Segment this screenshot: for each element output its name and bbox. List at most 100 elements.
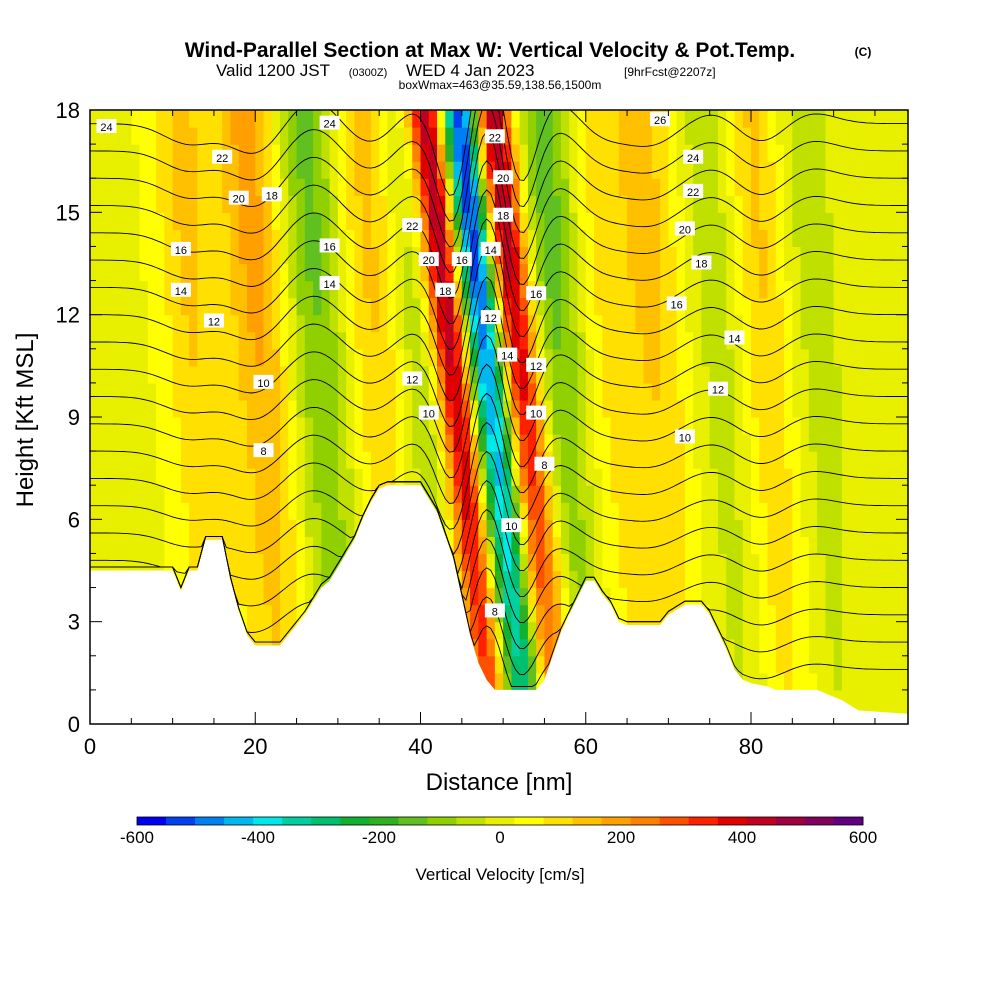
velocity-cell bbox=[552, 348, 562, 367]
velocity-cell bbox=[511, 365, 521, 384]
velocity-cell bbox=[403, 314, 413, 333]
valid-prefix: Valid 1200 JST bbox=[216, 61, 330, 80]
velocity-cell bbox=[841, 365, 851, 384]
velocity-cell bbox=[841, 434, 851, 452]
velocity-cell bbox=[759, 570, 769, 589]
velocity-cell bbox=[594, 417, 603, 435]
contour-label: 10 bbox=[423, 409, 435, 421]
velocity-cell bbox=[808, 672, 818, 691]
velocity-cell bbox=[709, 519, 719, 537]
velocity-cell bbox=[552, 434, 562, 452]
velocity-cell bbox=[800, 314, 810, 333]
velocity-cell bbox=[354, 110, 364, 128]
velocity-cell bbox=[271, 587, 281, 606]
velocity-cell bbox=[123, 382, 132, 401]
velocity-cell bbox=[866, 485, 876, 503]
velocity-cell bbox=[461, 451, 471, 469]
velocity-cell bbox=[511, 280, 521, 299]
velocity-cell bbox=[759, 536, 769, 555]
velocity-cell bbox=[263, 570, 273, 589]
contour-label-bg bbox=[683, 149, 704, 164]
velocity-cell bbox=[288, 263, 298, 282]
velocity-cell bbox=[106, 161, 116, 179]
velocity-cell bbox=[850, 570, 860, 589]
velocity-cell bbox=[668, 365, 678, 384]
velocity-cell bbox=[288, 536, 298, 555]
velocity-cell bbox=[478, 468, 488, 486]
velocity-cell bbox=[883, 399, 893, 418]
velocity-cell bbox=[412, 468, 422, 486]
velocity-cell bbox=[858, 468, 868, 486]
velocity-cell bbox=[742, 365, 752, 384]
velocity-cell bbox=[891, 365, 901, 384]
velocity-cell bbox=[470, 638, 479, 657]
velocity-cell bbox=[784, 127, 793, 145]
velocity-cell bbox=[676, 246, 686, 265]
velocity-cell bbox=[271, 468, 281, 486]
velocity-cell bbox=[519, 553, 529, 572]
velocity-cell bbox=[660, 382, 669, 401]
velocity-cell bbox=[412, 434, 422, 452]
velocity-cell bbox=[536, 144, 546, 162]
velocity-cell bbox=[618, 212, 628, 230]
velocity-cell bbox=[560, 314, 570, 333]
velocity-cell bbox=[255, 604, 265, 623]
velocity-cell bbox=[90, 161, 99, 179]
velocity-cell bbox=[891, 178, 901, 196]
velocity-cell bbox=[90, 399, 99, 418]
velocity-cell bbox=[858, 485, 868, 503]
velocity-cell bbox=[494, 536, 504, 555]
velocity-cell bbox=[833, 451, 843, 469]
velocity-cell bbox=[288, 144, 298, 162]
velocity-cell bbox=[329, 161, 339, 179]
velocity-cell bbox=[701, 297, 711, 316]
velocity-cell bbox=[899, 434, 908, 452]
velocity-cell bbox=[362, 297, 372, 316]
velocity-cell bbox=[792, 502, 802, 520]
colorbar-swatch bbox=[282, 817, 312, 825]
velocity-cell bbox=[346, 263, 356, 282]
velocity-cell bbox=[668, 587, 678, 606]
velocity-cell bbox=[643, 451, 653, 469]
velocity-cell bbox=[751, 297, 760, 316]
velocity-cell bbox=[511, 314, 521, 333]
velocity-cell bbox=[767, 110, 777, 128]
velocity-cell bbox=[98, 399, 108, 418]
velocity-cell bbox=[874, 655, 884, 674]
velocity-cell bbox=[453, 229, 463, 248]
velocity-cell bbox=[362, 365, 372, 384]
velocity-cell bbox=[519, 570, 529, 589]
velocity-cell bbox=[767, 519, 777, 537]
velocity-cell bbox=[106, 195, 116, 213]
velocity-cell bbox=[387, 468, 397, 486]
velocity-cell bbox=[668, 570, 678, 589]
velocity-cell bbox=[428, 314, 438, 333]
velocity-cell bbox=[172, 468, 182, 486]
velocity-cell bbox=[164, 417, 174, 435]
velocity-cell bbox=[759, 587, 769, 606]
velocity-cell bbox=[618, 382, 628, 401]
velocity-cell bbox=[387, 434, 397, 452]
velocity-cell bbox=[189, 468, 199, 486]
velocity-cell bbox=[552, 127, 562, 145]
velocity-cell bbox=[478, 178, 488, 196]
velocity-cell bbox=[866, 638, 876, 657]
velocity-cell bbox=[536, 604, 546, 623]
velocity-cell bbox=[263, 604, 273, 623]
velocity-cell bbox=[511, 502, 521, 520]
velocity-cell bbox=[238, 297, 248, 316]
velocity-cell bbox=[627, 229, 636, 248]
velocity-cell bbox=[602, 502, 612, 520]
velocity-cell bbox=[403, 297, 413, 316]
velocity-cell bbox=[255, 348, 265, 367]
velocity-cell bbox=[693, 382, 703, 401]
velocity-cell bbox=[123, 297, 132, 316]
velocity-cell bbox=[594, 519, 603, 537]
velocity-cell bbox=[98, 297, 108, 316]
velocity-cell bbox=[337, 314, 347, 333]
velocity-cell bbox=[486, 212, 496, 230]
velocity-cell bbox=[784, 672, 793, 691]
velocity-cell bbox=[883, 655, 893, 674]
velocity-cell bbox=[676, 212, 686, 230]
velocity-cell bbox=[494, 144, 504, 162]
